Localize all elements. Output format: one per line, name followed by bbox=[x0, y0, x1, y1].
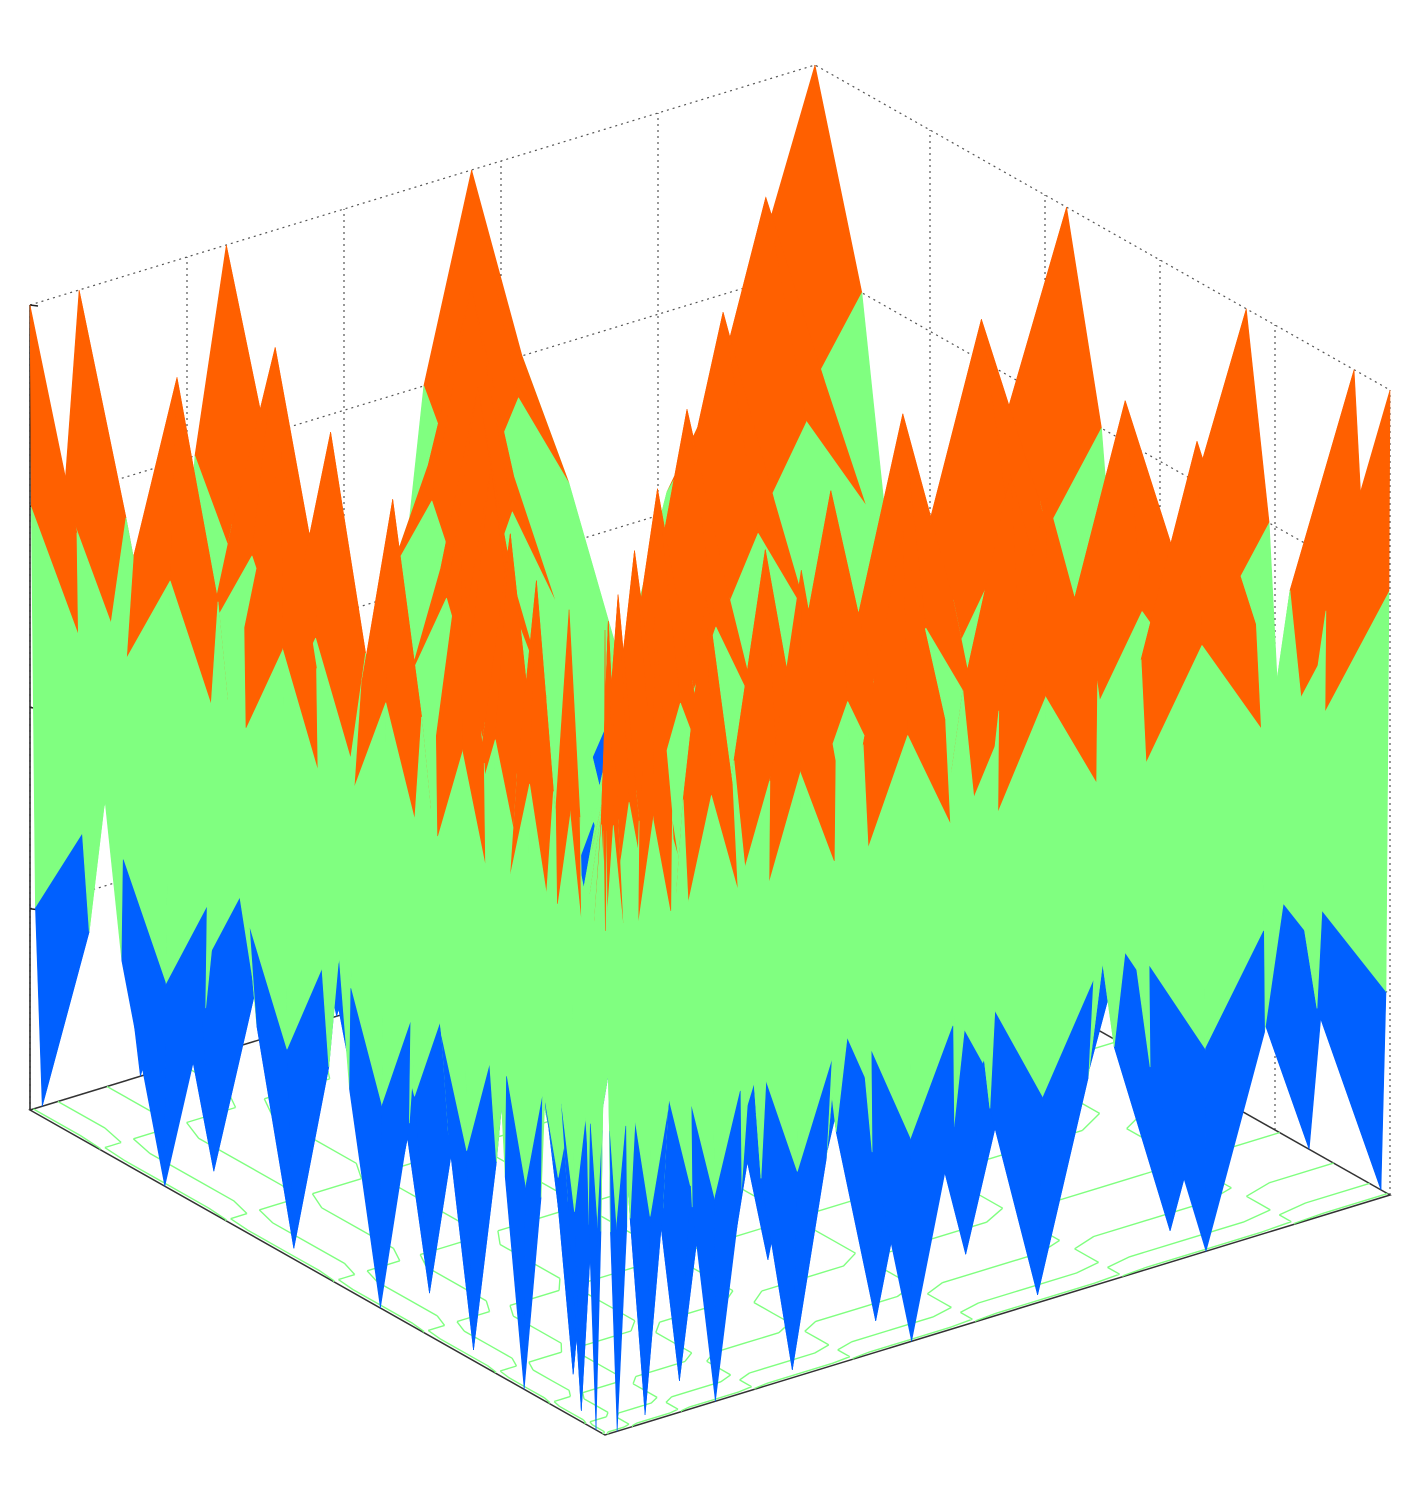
grid-line bbox=[29, 64, 1391, 391]
surface-patch bbox=[603, 629, 607, 931]
z-tick bbox=[29, 304, 39, 307]
